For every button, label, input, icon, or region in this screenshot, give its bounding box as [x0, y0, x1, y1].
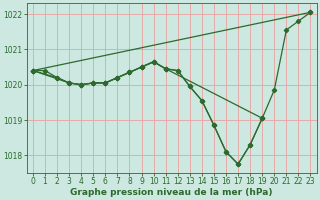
X-axis label: Graphe pression niveau de la mer (hPa): Graphe pression niveau de la mer (hPa) [70, 188, 273, 197]
